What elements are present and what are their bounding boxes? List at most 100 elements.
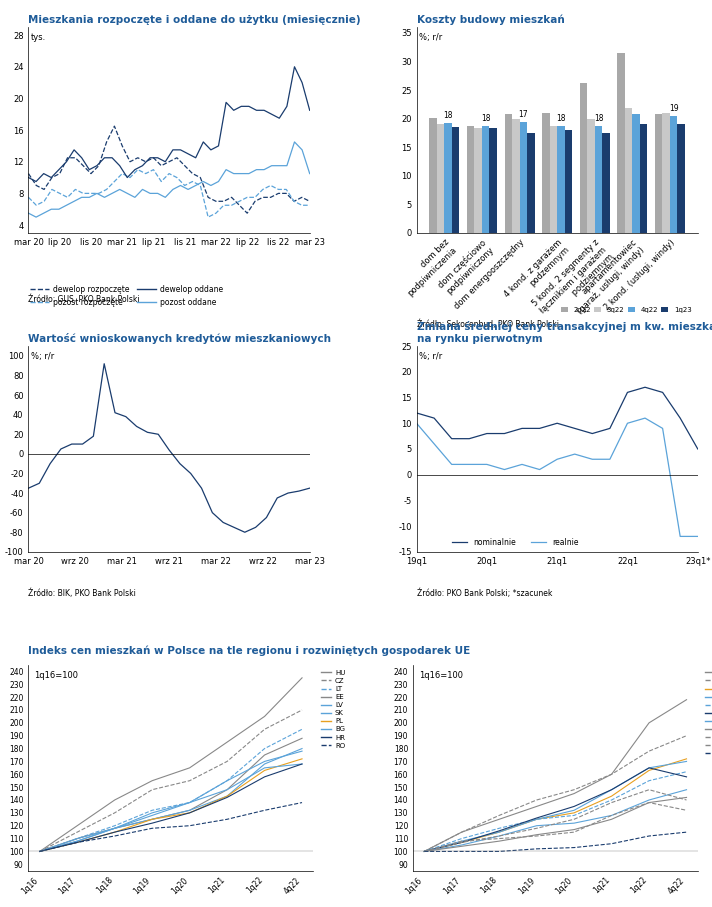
- RO: [185, 820, 194, 831]
- Bar: [474, 129, 482, 233]
- FR: [457, 841, 466, 852]
- Line: CZ: CZ: [40, 710, 302, 852]
- Legend: 2q22, 3q22, 4q22, 1q23: 2q22, 3q22, 4q22, 1q23: [558, 305, 694, 316]
- DE: [607, 785, 616, 795]
- Text: 19: 19: [669, 104, 679, 113]
- IT: [420, 846, 429, 857]
- CZ: [110, 807, 119, 818]
- DK: [682, 795, 691, 805]
- PL: [457, 837, 466, 848]
- PL: [148, 814, 157, 824]
- nominalnie: [676, 413, 684, 424]
- Legend: dewelop rozpoczęte, pozost rozpoczęte, dewelop oddane, pozost oddane: dewelop rozpoczęte, pozost rozpoczęte, d…: [26, 282, 226, 310]
- DK: [645, 785, 654, 795]
- realnie: [659, 423, 667, 434]
- Text: 1q16=100: 1q16=100: [419, 671, 463, 680]
- PT: [533, 795, 541, 805]
- LV: [73, 834, 81, 844]
- HU: [110, 795, 119, 805]
- IE: [495, 823, 503, 834]
- Line: PL: PL: [424, 759, 686, 852]
- IS: [533, 801, 541, 812]
- AT: [420, 846, 429, 857]
- realnie: [447, 459, 456, 470]
- SK: [73, 835, 81, 846]
- realnie: [676, 531, 684, 541]
- PL: [261, 765, 269, 775]
- Text: Źródło: BIK, PKO Bank Polski: Źródło: BIK, PKO Bank Polski: [28, 589, 137, 599]
- realnie: [430, 438, 439, 449]
- EE: [73, 834, 81, 844]
- PT: [420, 846, 429, 857]
- Line: DK: DK: [424, 790, 686, 852]
- DE: [645, 763, 654, 774]
- PT: [682, 730, 691, 741]
- FR: [607, 814, 616, 824]
- realnie: [412, 418, 421, 429]
- Text: 1q16=100: 1q16=100: [34, 671, 78, 680]
- BG: [223, 785, 231, 795]
- Legend: IS, PT, PL, AT, IE, DE, ES, FR, DK, SE, IT: IS, PT, PL, AT, IE, DE, ES, FR, DK, SE, …: [704, 668, 712, 758]
- LT: [148, 805, 157, 815]
- SE: [645, 797, 654, 808]
- Text: %; r/r: %; r/r: [419, 352, 443, 361]
- RO: [298, 797, 306, 808]
- PL: [420, 846, 429, 857]
- LT: [73, 834, 81, 844]
- Bar: [542, 113, 550, 233]
- AT: [570, 805, 578, 815]
- Bar: [677, 124, 685, 233]
- LV: [298, 743, 306, 754]
- IS: [420, 846, 429, 857]
- DK: [495, 831, 503, 842]
- EE: [148, 814, 157, 824]
- Bar: [580, 83, 587, 233]
- Legend: HU, CZ, LT, EE, LV, SK, PL, BG, HR, RO: HU, CZ, LT, EE, LV, SK, PL, BG, HR, RO: [320, 668, 347, 750]
- SE: [457, 835, 466, 846]
- Bar: [602, 133, 609, 233]
- DE: [495, 825, 503, 836]
- Text: 18: 18: [556, 114, 565, 123]
- PT: [645, 746, 654, 756]
- DE: [533, 813, 541, 824]
- Text: Mieszkania rozpoczęte i oddane do użytku (miesięcznie): Mieszkania rozpoczęte i oddane do użytku…: [28, 15, 361, 25]
- PL: [495, 826, 503, 837]
- PL: [570, 807, 578, 818]
- Line: HU: HU: [40, 678, 302, 852]
- PT: [607, 769, 616, 780]
- SE: [570, 826, 578, 837]
- CZ: [223, 756, 231, 766]
- Line: EE: EE: [40, 738, 302, 852]
- SK: [298, 746, 306, 756]
- HR: [148, 818, 157, 829]
- BG: [261, 763, 269, 774]
- Line: DE: DE: [424, 768, 686, 852]
- LV: [261, 758, 269, 769]
- Text: Indeks cen mieszkań w Polsce na tle regionu i rozwiniętych gospodarek UE: Indeks cen mieszkań w Polsce na tle regi…: [28, 646, 471, 656]
- AT: [495, 826, 503, 837]
- Bar: [512, 119, 520, 233]
- Line: AT: AT: [424, 761, 686, 852]
- Bar: [670, 116, 677, 233]
- Line: ES: ES: [424, 790, 686, 852]
- HR: [261, 772, 269, 783]
- LV: [223, 791, 231, 802]
- Bar: [595, 125, 602, 233]
- HU: [73, 820, 81, 831]
- PT: [495, 810, 503, 821]
- PL: [73, 837, 81, 848]
- IS: [682, 694, 691, 705]
- EE: [261, 749, 269, 760]
- nominalnie: [553, 418, 562, 429]
- Line: BG: BG: [40, 764, 302, 852]
- CZ: [261, 724, 269, 735]
- IT: [570, 842, 578, 853]
- FR: [420, 846, 429, 857]
- PL: [533, 814, 541, 824]
- SE: [682, 805, 691, 815]
- nominalnie: [606, 423, 614, 434]
- Bar: [482, 125, 489, 233]
- HU: [298, 672, 306, 683]
- IT: [682, 826, 691, 837]
- nominalnie: [500, 428, 508, 439]
